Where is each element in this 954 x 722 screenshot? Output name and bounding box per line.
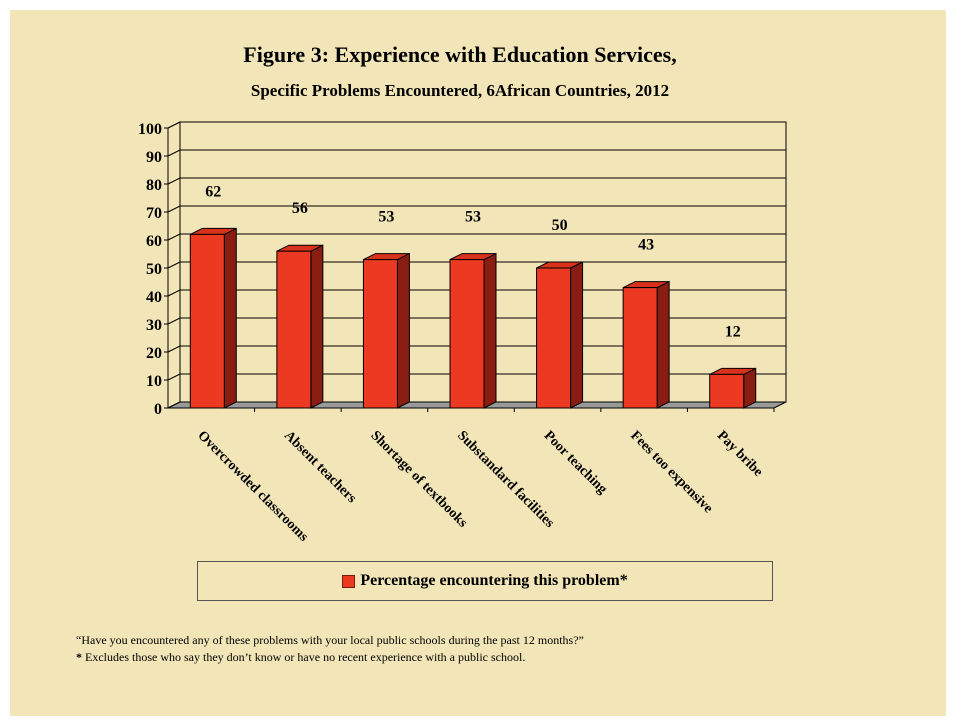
bar xyxy=(449,259,485,409)
data-label: 12 xyxy=(725,323,741,340)
y-tick-label: 40 xyxy=(146,289,162,306)
gridline xyxy=(167,233,786,241)
footnote-question: “Have you encountered any of these probl… xyxy=(76,633,584,647)
x-tick-label: Pay bribe xyxy=(714,428,766,480)
bar xyxy=(276,250,312,409)
bar-side xyxy=(656,280,670,409)
y-tick-label: 70 xyxy=(146,205,162,222)
bar xyxy=(536,267,572,409)
bar-side xyxy=(483,252,497,409)
footnote-asterisk: * xyxy=(76,650,82,664)
bar xyxy=(709,373,745,409)
legend-swatch xyxy=(342,574,356,588)
gridline xyxy=(167,205,786,213)
data-label: 62 xyxy=(205,183,221,200)
gridline xyxy=(167,289,786,297)
chart-title: Figure 3: Experience with Education Serv… xyxy=(243,42,677,67)
chart-subtitle: Specific Problems Encountered, 6African … xyxy=(250,81,670,100)
data-label: 53 xyxy=(378,209,394,226)
y-tick-label: 20 xyxy=(146,345,162,362)
gridline xyxy=(167,177,786,185)
gridline xyxy=(167,317,786,325)
gridline xyxy=(167,149,786,157)
data-label: 43 xyxy=(638,237,654,254)
gridline xyxy=(167,261,786,269)
legend: Percentage encountering this problem* xyxy=(197,561,773,601)
gridline xyxy=(167,373,786,381)
footnote-exclusion: * Excludes those who say they don’t know… xyxy=(76,650,525,665)
x-tick-label: Shortage of textbooks xyxy=(368,428,471,531)
footnote-exclusion-text: Excludes those who say they don’t know o… xyxy=(82,650,526,664)
y-tick-label: 50 xyxy=(146,261,162,278)
bar xyxy=(189,233,225,409)
x-tick-label: Substandard facilities xyxy=(454,428,557,531)
y-tick-label: 10 xyxy=(146,373,162,390)
data-label: 56 xyxy=(292,200,308,217)
data-label: 50 xyxy=(552,217,568,234)
y-tick-label: 30 xyxy=(146,317,162,334)
y-tick-label: 60 xyxy=(146,233,162,250)
y-tick-label: 0 xyxy=(154,401,162,418)
y-tick-label: 100 xyxy=(138,121,162,138)
bar-side xyxy=(310,244,324,409)
y-tick-label: 80 xyxy=(146,177,162,194)
bar-side xyxy=(396,252,410,409)
x-tick-label: Absent teachers xyxy=(281,428,359,506)
bar xyxy=(622,287,658,409)
bar-side xyxy=(743,367,757,409)
data-label: 53 xyxy=(465,209,481,226)
bar-side xyxy=(223,227,237,409)
x-tick-label: Poor teaching xyxy=(541,428,610,497)
legend-label: Percentage encountering this problem* xyxy=(360,572,628,589)
x-tick-label: Fees too expensive xyxy=(627,428,715,516)
gridline xyxy=(167,345,786,353)
y-tick-label: 90 xyxy=(146,149,162,166)
bar-side xyxy=(570,261,584,409)
gridline xyxy=(167,121,786,129)
bar xyxy=(362,259,398,409)
